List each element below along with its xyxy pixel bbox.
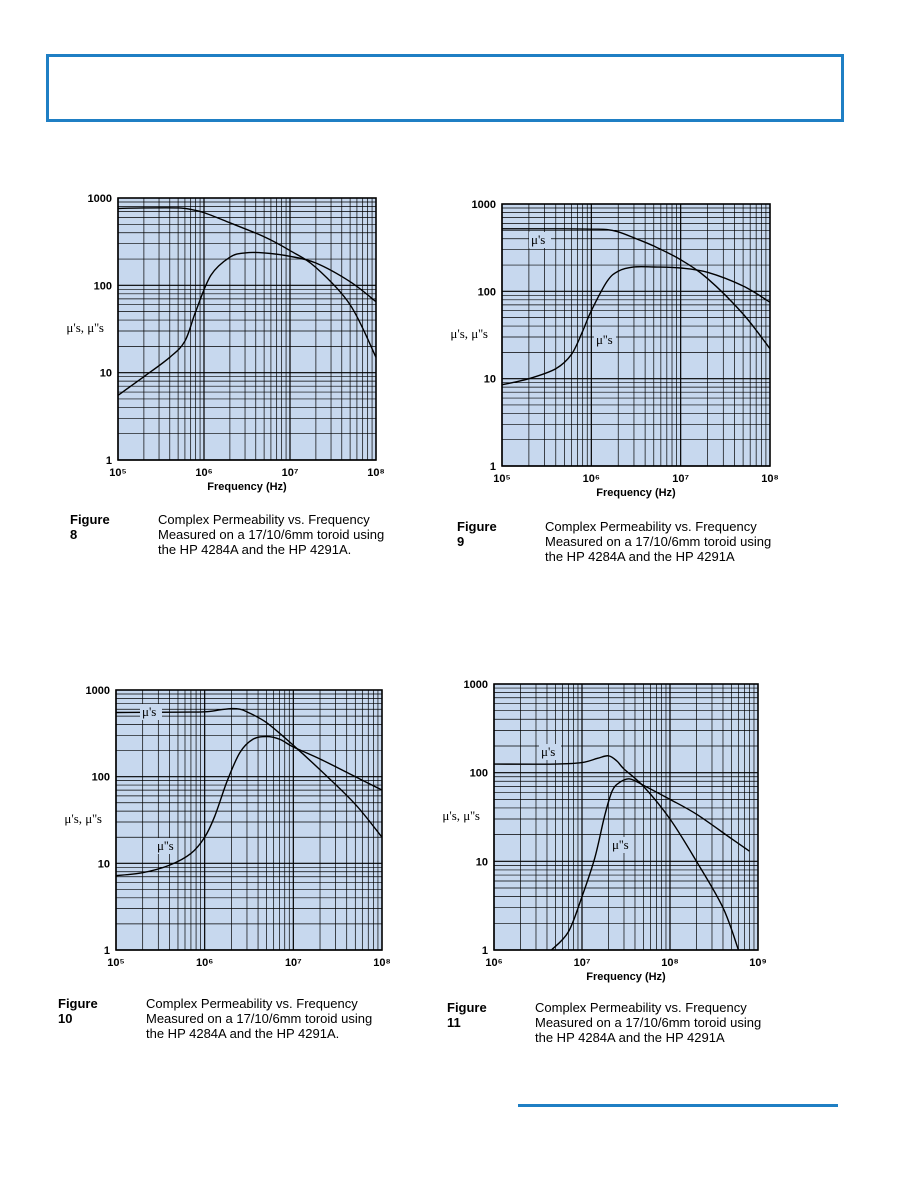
x-axis-title: Frequency (Hz)	[207, 481, 287, 493]
x-tick-label: 10⁷	[282, 467, 299, 479]
y-tick-label: 10	[476, 856, 488, 868]
plot-frame	[115, 689, 383, 951]
caption-line: the HP 4284A and the HP 4291A.	[146, 1026, 340, 1041]
plot-area	[116, 690, 382, 950]
caption-line: Complex Permeability vs. Frequency	[158, 512, 370, 527]
curve-label-bg	[594, 332, 616, 348]
x-tick-label: 10⁹	[749, 957, 766, 969]
y-tick-label: 100	[94, 280, 112, 292]
figure-description: Complex Permeability vs. Frequency Measu…	[535, 1000, 785, 1045]
x-axis-title: Frequency (Hz)	[596, 487, 676, 499]
curve-label-bg	[155, 838, 177, 854]
y-tick-label: 100	[470, 768, 488, 780]
plot-area	[494, 684, 758, 950]
x-tick-label: 10⁸	[761, 473, 778, 485]
y-tick-label: 100	[92, 772, 110, 784]
y-axis-title: μ's, μ''s	[450, 326, 488, 341]
figure-number: Figure 8	[70, 512, 110, 542]
curve-label-bg	[539, 744, 561, 760]
x-tick-label: 10⁶	[196, 957, 213, 969]
curve-label: μ's	[541, 744, 555, 759]
figure-number: Figure 9	[457, 519, 497, 549]
x-tick-label: 10⁵	[109, 467, 126, 479]
caption-line: Complex Permeability vs. Frequency	[146, 996, 358, 1011]
caption-line: Measured on a 17/10/6mm toroid using	[146, 1011, 373, 1026]
x-tick-label: 10⁷	[672, 473, 689, 485]
y-tick-label: 1	[490, 461, 496, 473]
caption-line: the HP 4284A and the HP 4291A	[535, 1030, 725, 1045]
y-tick-label: 1000	[86, 685, 110, 697]
x-tick-label: 10⁸	[367, 467, 384, 479]
series-line-mu-double-prime	[550, 778, 750, 951]
x-tick-label: 10⁸	[373, 957, 390, 969]
figure-number: Figure 10	[58, 996, 98, 1026]
series-line-mu-prime	[117, 207, 377, 358]
y-tick-label: 1	[106, 455, 112, 467]
y-axis-title: μ's, μ''s	[64, 811, 102, 826]
plot-frame	[493, 683, 759, 951]
caption-line: Measured on a 17/10/6mm toroid using	[158, 527, 385, 542]
curve-label-bg	[529, 232, 551, 248]
plot-frame	[501, 203, 771, 467]
curve-label: μ''s	[612, 837, 629, 852]
y-tick-label: 1000	[472, 199, 496, 211]
x-tick-label: 10⁷	[574, 957, 591, 969]
header-box	[46, 54, 844, 122]
curve-label: μ''s	[596, 332, 613, 347]
y-tick-label: 10	[484, 374, 496, 386]
y-tick-label: 1000	[464, 679, 488, 691]
y-tick-label: 1	[482, 945, 488, 957]
curve-label: μ's	[531, 232, 545, 247]
y-axis-title: μ's, μ''s	[442, 808, 480, 823]
x-tick-label: 10⁶	[583, 473, 600, 485]
curve-label: μ's	[142, 704, 156, 719]
y-tick-label: 10	[100, 368, 112, 380]
series-line-mu-double-prime	[117, 251, 377, 396]
caption-line: the HP 4284A and the HP 4291A	[545, 549, 735, 564]
y-tick-label: 1000	[88, 193, 112, 205]
y-tick-label: 10	[98, 858, 110, 870]
series-line-mu-prime	[493, 755, 740, 951]
caption-line: Measured on a 17/10/6mm toroid using	[545, 534, 772, 549]
figure-number: Figure 11	[447, 1000, 487, 1030]
curve-label-bg	[610, 837, 632, 853]
x-tick-label: 10⁵	[493, 473, 510, 485]
curve-label: μ''s	[157, 838, 174, 853]
x-tick-label: 10⁶	[195, 467, 212, 479]
x-tick-label: 10⁶	[485, 957, 502, 969]
curve-label-bg	[140, 704, 162, 720]
caption-line: Complex Permeability vs. Frequency	[535, 1000, 747, 1015]
figure-description: Complex Permeability vs. Frequency Measu…	[146, 996, 396, 1041]
footer-rule	[518, 1104, 838, 1107]
x-tick-label: 10⁸	[661, 957, 678, 969]
caption-line: Measured on a 17/10/6mm toroid using	[535, 1015, 762, 1030]
plot-frame	[117, 197, 377, 461]
figure-description: Complex Permeability vs. Frequency Measu…	[545, 519, 795, 564]
x-tick-label: 10⁵	[107, 957, 124, 969]
series-line-mu-prime	[115, 707, 383, 838]
x-tick-label: 10⁷	[285, 957, 302, 969]
series-line-mu-double-prime	[115, 735, 383, 877]
plot-area	[118, 198, 376, 460]
y-tick-label: 1	[104, 945, 110, 957]
series-line-mu-prime	[501, 228, 771, 350]
series-line-mu-double-prime	[501, 265, 771, 386]
x-axis-title: Frequency (Hz)	[586, 971, 666, 983]
figure-description: Complex Permeability vs. Frequency Measu…	[158, 512, 408, 557]
y-tick-label: 100	[478, 286, 496, 298]
caption-line: Complex Permeability vs. Frequency	[545, 519, 757, 534]
caption-line: the HP 4284A and the HP 4291A.	[158, 542, 352, 557]
y-axis-title: μ's, μ''s	[66, 320, 104, 335]
